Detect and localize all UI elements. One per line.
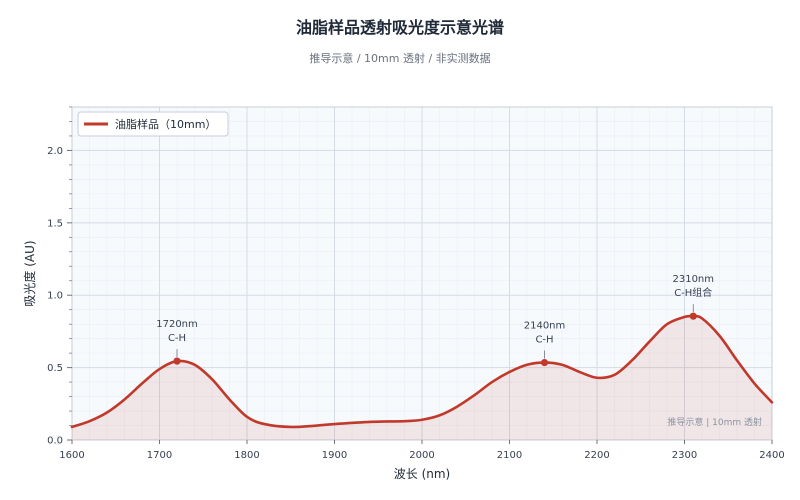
y-axis-label: 吸光度 (AU) [22,240,37,306]
peak-wavelength-label: 2140nm [524,321,566,332]
peak-marker [689,312,697,320]
x-axis-ticks: 1600 1700 1800 1900 2000 2100 2200 2300 2400 [59,440,785,461]
peak-marker [173,357,181,365]
y-tick-label: 0.0 [47,436,63,447]
x-tick-label: 1900 [322,450,347,461]
spectrum-area-fill [72,315,772,440]
x-axis-label: 波长 (nm) [394,467,450,481]
peak-assignment-label: C-H [535,335,553,346]
major-grid [71,107,773,441]
x-tick-label: 2000 [409,450,434,461]
y-axis-ticks: 0.0 0.5 1.0 1.5 2.0 [47,106,72,447]
y-tick-label: 1.5 [47,218,63,229]
y-tick-label: 1.0 [47,291,63,302]
x-tick-label: 2100 [497,450,522,461]
x-tick-label: 1800 [234,450,259,461]
x-tick-label: 2300 [672,450,697,461]
x-tick-label: 1700 [147,450,172,461]
x-tick-label: 1600 [59,450,84,461]
legend-label: 油脂样品（10mm） [115,117,216,131]
legend-box [77,111,229,137]
x-tick-label: 2400 [759,450,784,461]
peak-marker [540,358,549,367]
chart-subtitle: 推导示意 / 10mm 透射 / 非实测数据 [309,52,491,65]
chart-title: 油脂样品透射吸光度示意光谱 [295,18,504,37]
y-tick-label: 0.5 [47,363,63,374]
spectrum-line [70,314,774,429]
peak-wavelength-label: 1720nm [156,319,198,330]
watermark-note: 推导示意 | 10mm 透射 [667,416,762,428]
peak-wavelength-label: 2310nm [672,274,714,285]
x-tick-label: 2200 [584,450,609,461]
legend: 油脂样品（10mm） [77,111,229,137]
y-tick-label: 2.0 [47,146,63,157]
peak-assignment-label: C-H组合 [674,286,712,299]
peak-assignment-label: C-H [168,333,186,344]
